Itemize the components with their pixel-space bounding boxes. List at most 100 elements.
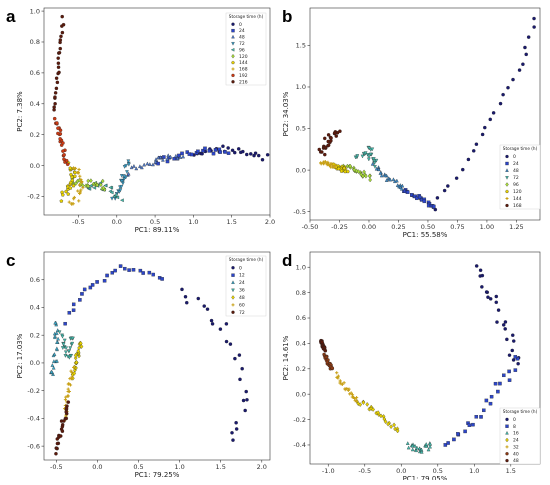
data-point bbox=[330, 165, 334, 169]
data-point bbox=[60, 424, 65, 429]
data-point bbox=[88, 183, 93, 188]
data-point bbox=[406, 190, 410, 194]
data-point bbox=[147, 162, 152, 166]
data-point bbox=[52, 105, 56, 109]
data-point bbox=[241, 149, 245, 154]
y-tick-label: -0.4 bbox=[27, 415, 40, 423]
data-point bbox=[113, 193, 118, 197]
data-point bbox=[388, 177, 393, 182]
series-48 bbox=[319, 338, 328, 353]
panel-b: b -0.50 -0.25 0.00 0.25 0.50 0.75 1.00 1.25-0.5… bbox=[282, 7, 541, 239]
legend-entry: 48 bbox=[239, 295, 245, 301]
y-tick-label: 0.4 bbox=[30, 100, 40, 108]
data-point bbox=[109, 190, 114, 195]
data-point bbox=[480, 273, 485, 278]
data-point bbox=[63, 354, 68, 358]
data-point bbox=[89, 178, 93, 184]
x-tick-label: 1.5 bbox=[216, 463, 226, 471]
data-point bbox=[69, 377, 74, 381]
data-point bbox=[478, 268, 483, 273]
data-point bbox=[180, 287, 184, 292]
legend-marker bbox=[231, 34, 235, 39]
data-point bbox=[53, 95, 57, 99]
data-point bbox=[175, 156, 180, 161]
data-point bbox=[241, 398, 246, 403]
data-point bbox=[77, 183, 82, 187]
legend-entry: 120 bbox=[513, 189, 522, 195]
legend-box bbox=[499, 407, 541, 465]
data-point bbox=[54, 322, 59, 327]
panel-letter-a: a bbox=[6, 7, 16, 26]
data-point bbox=[61, 141, 65, 145]
legend-marker bbox=[231, 67, 235, 71]
data-point bbox=[498, 101, 503, 106]
data-point bbox=[474, 415, 479, 419]
data-point bbox=[67, 382, 71, 386]
data-point bbox=[352, 396, 357, 400]
x-tick-label: -0.5 bbox=[50, 463, 63, 471]
data-point bbox=[60, 334, 65, 339]
legend-marker bbox=[231, 273, 235, 277]
data-point bbox=[503, 327, 507, 331]
data-point bbox=[443, 443, 448, 447]
data-point bbox=[70, 336, 75, 341]
legend-title: Storage time (h) bbox=[503, 146, 538, 151]
data-point bbox=[51, 372, 55, 376]
data-point bbox=[463, 429, 467, 434]
x-tick-label: 1.25 bbox=[509, 223, 523, 231]
x-axis-label: PC1: 89.11% bbox=[135, 226, 180, 234]
data-point bbox=[60, 192, 65, 197]
legend-marker bbox=[231, 54, 235, 59]
data-point bbox=[376, 410, 380, 415]
data-point bbox=[410, 443, 415, 448]
legend-marker bbox=[505, 168, 509, 172]
legend-entry: 168 bbox=[239, 67, 248, 73]
data-point bbox=[230, 148, 235, 153]
legend-marker bbox=[505, 154, 509, 159]
legend-entry: 48 bbox=[513, 458, 519, 464]
data-point bbox=[52, 359, 56, 363]
data-point bbox=[77, 345, 81, 351]
x-tick-label: -0.25 bbox=[331, 223, 348, 231]
data-point bbox=[228, 342, 233, 346]
y-tick-label: -0.4 bbox=[293, 441, 306, 449]
data-point bbox=[142, 162, 147, 167]
data-point bbox=[374, 166, 379, 171]
data-point bbox=[207, 149, 212, 153]
data-point bbox=[243, 408, 247, 413]
data-point bbox=[64, 350, 68, 355]
data-point bbox=[338, 129, 342, 133]
points-d bbox=[319, 264, 521, 454]
data-point bbox=[391, 177, 396, 182]
data-point bbox=[419, 449, 424, 454]
data-point bbox=[489, 394, 494, 399]
data-point bbox=[56, 65, 61, 69]
data-point bbox=[356, 401, 361, 407]
data-point bbox=[399, 186, 404, 191]
data-point bbox=[58, 38, 63, 42]
legend-entry: 24 bbox=[513, 161, 519, 167]
data-point bbox=[367, 146, 372, 151]
data-point bbox=[160, 277, 164, 281]
legend-entry: 48 bbox=[513, 168, 519, 174]
data-point bbox=[60, 30, 65, 35]
data-point bbox=[70, 341, 75, 346]
series-0 bbox=[474, 264, 521, 366]
data-point bbox=[78, 191, 82, 196]
data-point bbox=[66, 400, 71, 404]
data-point bbox=[513, 368, 518, 372]
data-point bbox=[516, 361, 520, 366]
data-point bbox=[265, 153, 270, 157]
panel-letter-d: d bbox=[282, 251, 292, 270]
data-point bbox=[384, 178, 389, 182]
data-point bbox=[379, 173, 384, 178]
legend-entry: 96 bbox=[239, 47, 245, 53]
data-point bbox=[240, 366, 244, 371]
series-24 bbox=[49, 320, 60, 376]
x-tick-label: 0.00 bbox=[362, 223, 376, 231]
data-point bbox=[335, 371, 339, 375]
data-point bbox=[73, 170, 77, 175]
data-point bbox=[56, 126, 60, 130]
data-point bbox=[87, 187, 92, 191]
